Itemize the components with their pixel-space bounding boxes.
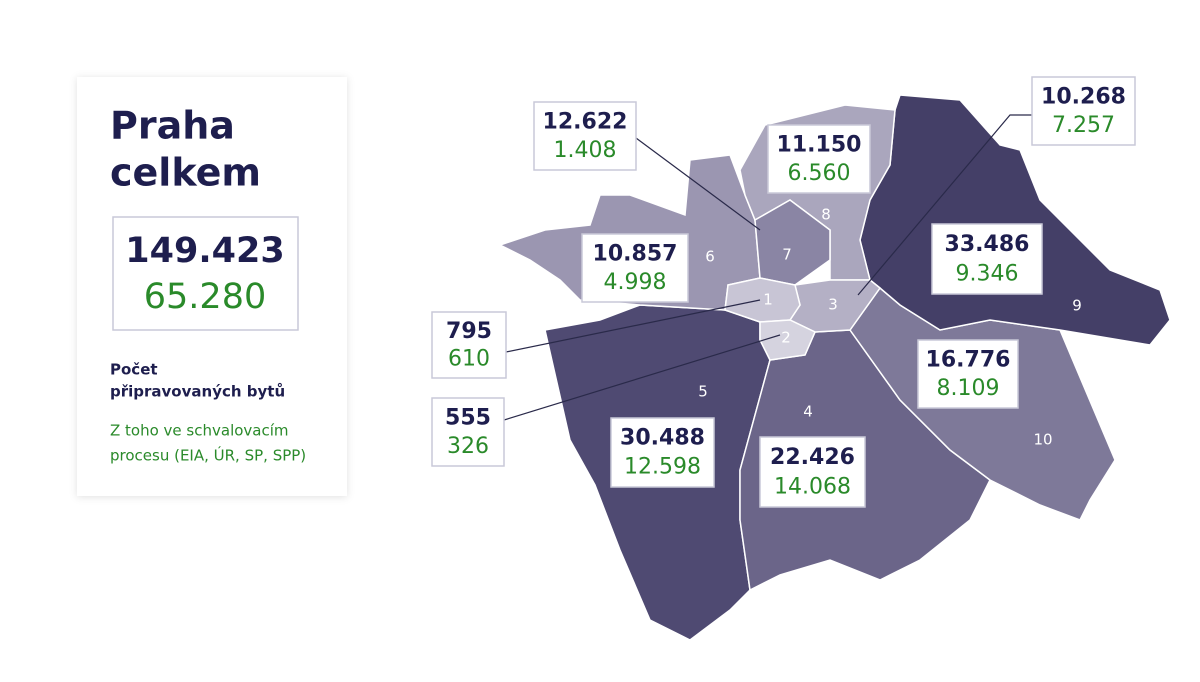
district-approved: 12.598 (624, 455, 701, 480)
label-box (431, 311, 507, 379)
district-approved: 4.998 (604, 270, 667, 295)
district-total: 795 (446, 319, 492, 344)
leader-line (857, 114, 1032, 296)
district-number: 3 (828, 296, 838, 314)
district-number: 10 (1033, 431, 1052, 449)
district-total: 11.150 (777, 132, 862, 157)
label-box (917, 339, 1019, 409)
label-box (931, 223, 1043, 295)
leader-line (505, 299, 761, 353)
district-number: 9 (1072, 297, 1082, 315)
legend-total: připravovaných bytů (110, 383, 285, 401)
district-approved: 610 (448, 347, 490, 372)
district-total: 30.488 (620, 426, 705, 451)
district-number: 6 (705, 248, 715, 266)
total-box (112, 216, 299, 331)
district-approved: 326 (447, 434, 489, 459)
leader-line (503, 334, 781, 421)
district-number: 8 (821, 206, 831, 224)
district-total: 10.857 (593, 241, 678, 266)
label-box (581, 233, 689, 303)
label-box (610, 417, 715, 488)
label-box (533, 101, 637, 171)
district-total: 555 (445, 405, 491, 430)
district-approved: 14.068 (774, 474, 851, 499)
approved: 65.280 (144, 277, 266, 317)
district-approved: 8.109 (937, 376, 1000, 401)
district-2 (759, 319, 816, 361)
district-total: 16.776 (926, 347, 1011, 372)
district-approved: 6.560 (788, 161, 851, 186)
district-total: 22.426 (770, 445, 855, 470)
district-number: 1 (763, 291, 773, 309)
legend-approved: Z toho ve schvalovacím (110, 422, 289, 440)
district-approved: 9.346 (956, 261, 1019, 286)
district-approved: 7.257 (1052, 113, 1115, 138)
leader-line (635, 137, 761, 231)
label-box (431, 397, 505, 467)
district-number: 4 (803, 403, 813, 421)
label-box (759, 436, 866, 508)
legend-approved: procesu (EIA, ÚR, SP, SPP) (110, 446, 306, 465)
district-approved: 1.408 (554, 138, 617, 163)
leader-lines (503, 114, 1032, 421)
district-total: 33.486 (945, 232, 1030, 257)
district-total: 12.622 (543, 109, 628, 134)
district-number: 5 (698, 383, 708, 401)
title: Praha (110, 104, 235, 148)
district-number: 2 (781, 329, 791, 347)
legend-total: Počet (110, 361, 158, 379)
total: 149.423 (125, 231, 284, 271)
district-total: 10.268 (1041, 84, 1126, 109)
district-1 (724, 277, 801, 323)
district-number: 7 (782, 246, 792, 264)
title: celkem (110, 151, 261, 195)
label-box (1031, 76, 1136, 146)
label-box (767, 124, 871, 194)
